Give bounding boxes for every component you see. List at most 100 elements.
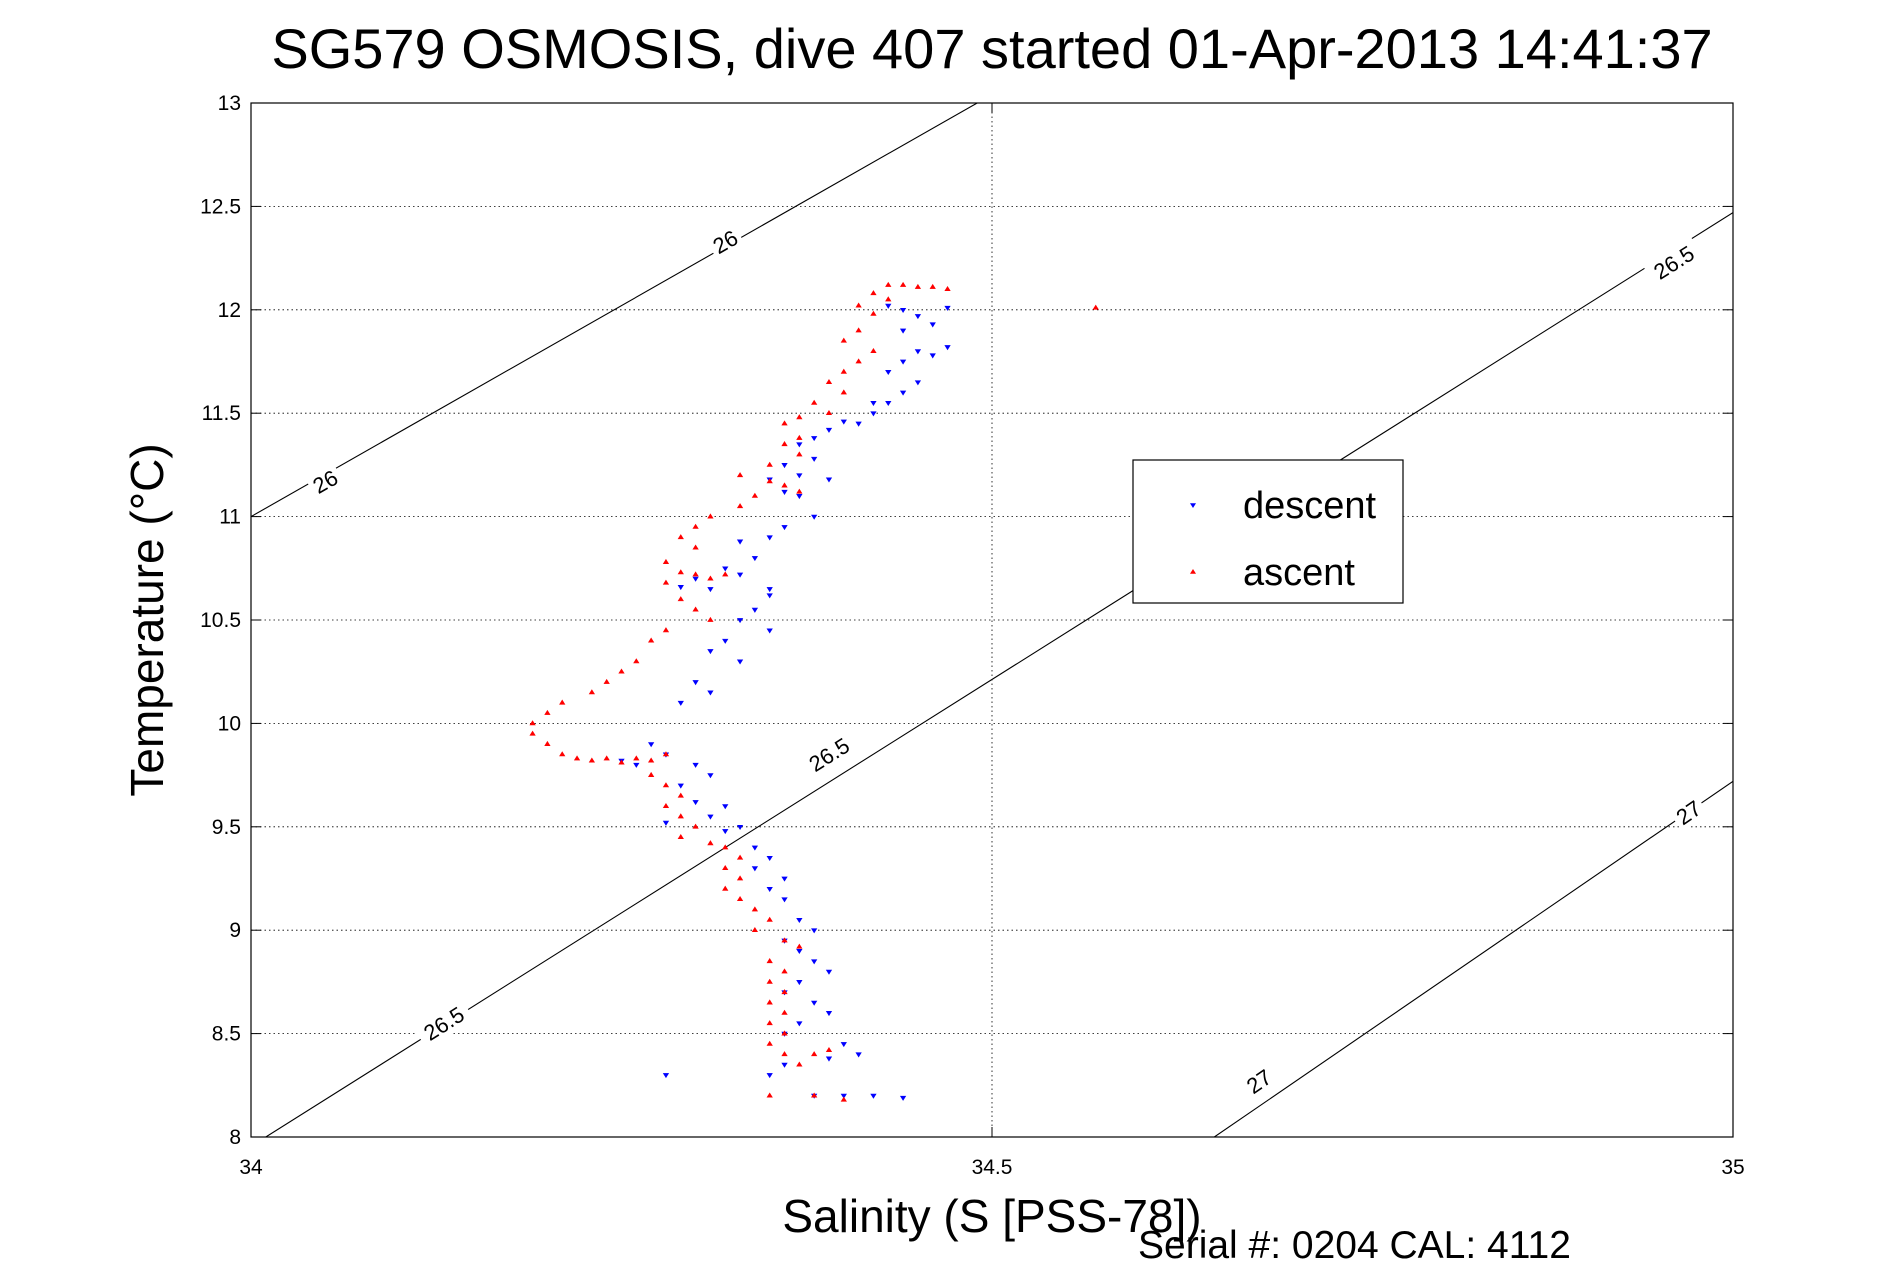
ascent-point bbox=[855, 302, 862, 308]
ascent-point bbox=[885, 281, 892, 287]
ascent-point bbox=[677, 833, 684, 839]
descent-point bbox=[722, 638, 729, 644]
descent-point bbox=[677, 700, 684, 706]
ascent-point bbox=[692, 606, 699, 612]
ascent-point bbox=[781, 937, 788, 943]
descent-point bbox=[811, 514, 818, 520]
descent-point bbox=[707, 773, 714, 779]
ascent-point bbox=[766, 1040, 773, 1046]
ascent-point bbox=[870, 310, 877, 316]
ascent-point bbox=[796, 451, 803, 457]
ascent-point bbox=[544, 740, 551, 746]
ascent-point bbox=[707, 513, 714, 519]
ascent-point bbox=[559, 699, 566, 705]
contour-line-27 bbox=[1213, 780, 1733, 1137]
descent-point bbox=[736, 539, 744, 545]
ascent-point bbox=[914, 283, 922, 289]
ascent-point bbox=[811, 399, 818, 405]
ascent-point bbox=[766, 978, 773, 984]
descent-point bbox=[662, 820, 670, 826]
ascent-point bbox=[751, 927, 759, 933]
x-tick-label: 35 bbox=[1721, 1156, 1744, 1179]
descent-point bbox=[929, 353, 936, 359]
y-tick-label: 12 bbox=[218, 299, 241, 322]
descent-point bbox=[692, 680, 699, 686]
data-points bbox=[529, 281, 1099, 1102]
contour-label-bg bbox=[1643, 236, 1705, 289]
y-tick-label: 13 bbox=[218, 92, 241, 115]
ascent-point bbox=[722, 864, 729, 871]
descent-point bbox=[899, 390, 907, 396]
descent-point bbox=[885, 303, 892, 309]
ascent-point bbox=[929, 283, 936, 289]
legend-label-descent: descent bbox=[1243, 485, 1377, 527]
descent-point bbox=[633, 762, 640, 768]
descent-point bbox=[751, 556, 759, 562]
ascent-point bbox=[707, 616, 714, 622]
ascent-point bbox=[766, 461, 773, 467]
ascent-point bbox=[899, 281, 907, 287]
ascent-point bbox=[781, 482, 788, 488]
chart-title: SG579 OSMOSIS, dive 407 started 01-Apr-2… bbox=[271, 17, 1712, 80]
ascent-point bbox=[811, 1051, 818, 1057]
descent-point bbox=[707, 814, 714, 820]
descent-point bbox=[677, 783, 684, 789]
descent-point bbox=[825, 477, 833, 483]
descent-point bbox=[692, 576, 699, 582]
ascent-point bbox=[662, 558, 670, 564]
descent-point bbox=[722, 804, 729, 810]
descent-point bbox=[677, 585, 684, 591]
ascent-point bbox=[840, 337, 847, 343]
descent-point bbox=[707, 649, 714, 655]
ascent-point bbox=[588, 689, 596, 695]
descent-point bbox=[811, 436, 818, 442]
descent-point bbox=[766, 593, 773, 599]
ascent-point bbox=[677, 534, 684, 540]
ascent-point bbox=[736, 875, 744, 881]
ascent-point bbox=[736, 472, 744, 478]
contour-label-bg bbox=[304, 462, 346, 501]
descent-point bbox=[811, 1000, 818, 1006]
ascent-point bbox=[588, 757, 596, 763]
ascent-point bbox=[825, 410, 833, 416]
footer-serial-cal: Serial #: 0204 CAL: 4112 bbox=[1138, 1224, 1571, 1262]
ascent-point bbox=[870, 290, 877, 296]
legend-marker-descent bbox=[1190, 503, 1196, 508]
ascent-point bbox=[633, 658, 640, 664]
descent-point bbox=[707, 587, 714, 593]
descent-point bbox=[796, 918, 803, 924]
series-ascent bbox=[529, 281, 1099, 1102]
ascent-point bbox=[692, 523, 699, 529]
descent-point bbox=[914, 380, 922, 386]
ascent-point bbox=[529, 720, 536, 726]
ascent-point bbox=[781, 420, 788, 426]
descent-point bbox=[796, 442, 803, 448]
ascent-point bbox=[662, 627, 670, 633]
ascent-point bbox=[1092, 304, 1099, 310]
ascent-point bbox=[677, 596, 684, 602]
descent-point bbox=[870, 1093, 877, 1099]
descent-point bbox=[914, 349, 922, 355]
ascent-point bbox=[662, 751, 670, 757]
descent-point bbox=[811, 928, 818, 934]
descent-point bbox=[751, 845, 759, 851]
descent-point bbox=[914, 314, 922, 320]
ascent-point bbox=[840, 368, 847, 374]
ascent-point bbox=[796, 414, 803, 420]
ascent-point bbox=[677, 569, 684, 575]
descent-point bbox=[736, 824, 744, 830]
x-axis-label: Salinity (S [PSS-78]) bbox=[782, 1190, 1201, 1242]
ascent-point bbox=[722, 571, 729, 577]
ascent-point bbox=[870, 347, 877, 354]
contour-label-bg bbox=[704, 222, 746, 261]
ascent-point bbox=[707, 575, 714, 581]
y-tick-label: 8 bbox=[229, 1126, 241, 1149]
descent-point bbox=[662, 1073, 670, 1079]
ascent-point bbox=[944, 285, 951, 291]
descent-point bbox=[870, 401, 877, 407]
ascent-point bbox=[662, 782, 670, 788]
descent-point bbox=[751, 866, 759, 872]
ascent-point bbox=[736, 896, 744, 902]
descent-point bbox=[781, 489, 788, 495]
